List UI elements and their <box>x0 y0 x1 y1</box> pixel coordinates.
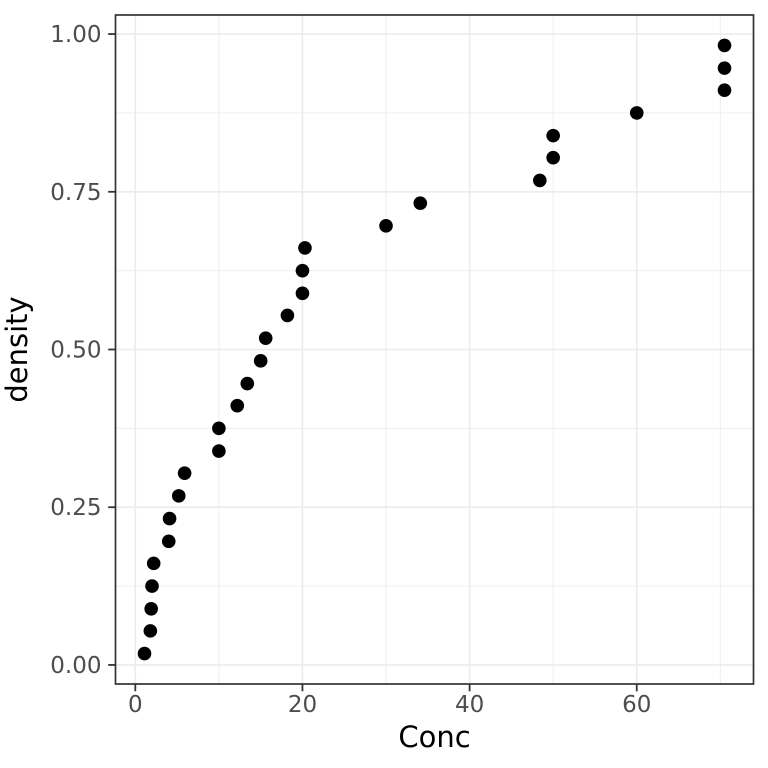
y-tick-label: 0.00 <box>50 653 101 679</box>
data-point <box>717 61 732 75</box>
data-point <box>717 83 732 98</box>
data-point <box>177 466 192 480</box>
y-tick-label: 0.50 <box>50 338 101 364</box>
data-point <box>533 173 547 188</box>
axis-tick-labels-layer: 0 20 40 60 0.00 0.25 0.50 0.75 1.00 <box>50 22 651 718</box>
x-tick-label: 40 <box>455 692 484 718</box>
data-point <box>212 421 226 436</box>
data-point <box>146 556 161 571</box>
data-point <box>295 263 310 278</box>
y-tick-label: 0.75 <box>50 180 101 206</box>
data-point <box>143 624 158 638</box>
data-point <box>240 376 255 391</box>
data-point <box>137 646 152 661</box>
y-tick-label: 0.25 <box>50 495 101 521</box>
data-point <box>629 106 644 120</box>
major-gridlines <box>115 15 754 684</box>
data-point <box>144 601 158 616</box>
data-point <box>717 38 732 53</box>
x-tick-label: 20 <box>288 692 317 718</box>
data-point <box>162 511 177 526</box>
x-axis-title: Conc <box>398 720 470 754</box>
data-point <box>171 489 186 503</box>
y-axis-title: density <box>0 296 34 402</box>
data-point <box>379 219 393 233</box>
data-point <box>258 331 273 345</box>
data-point <box>546 128 560 143</box>
x-tick-label: 0 <box>128 692 143 718</box>
data-point <box>295 286 310 301</box>
data-point <box>161 534 176 549</box>
data-point <box>298 241 312 255</box>
data-point <box>230 398 245 413</box>
y-tick-label: 1.00 <box>50 22 101 48</box>
data-point <box>145 579 159 593</box>
axis-ticks-layer <box>108 33 638 692</box>
data-point <box>212 444 226 458</box>
data-point <box>546 150 560 165</box>
data-points-layer <box>137 38 732 661</box>
x-tick-label: 60 <box>622 692 651 718</box>
data-point <box>413 196 428 210</box>
data-point <box>253 354 268 368</box>
data-point <box>280 308 295 323</box>
